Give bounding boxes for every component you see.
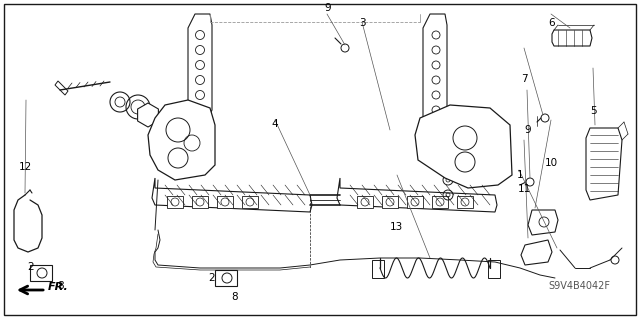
Text: 11: 11 bbox=[518, 184, 531, 194]
Bar bbox=[372, 260, 384, 278]
Polygon shape bbox=[138, 103, 158, 127]
Bar bbox=[488, 260, 500, 278]
Text: 5: 5 bbox=[591, 106, 597, 116]
Polygon shape bbox=[148, 100, 215, 180]
Bar bbox=[432, 196, 448, 208]
Bar bbox=[242, 196, 258, 208]
Polygon shape bbox=[586, 128, 622, 200]
Bar bbox=[30, 265, 52, 281]
Text: 4: 4 bbox=[272, 119, 278, 130]
Text: 7: 7 bbox=[522, 74, 528, 84]
Text: 8: 8 bbox=[58, 280, 64, 291]
Polygon shape bbox=[521, 240, 552, 265]
Text: FR.: FR. bbox=[48, 282, 68, 292]
Polygon shape bbox=[188, 14, 212, 130]
Polygon shape bbox=[415, 105, 512, 188]
Bar bbox=[217, 196, 233, 208]
Text: 13: 13 bbox=[390, 222, 403, 232]
Polygon shape bbox=[528, 210, 558, 235]
Polygon shape bbox=[552, 30, 592, 46]
Text: 9: 9 bbox=[524, 125, 531, 135]
Polygon shape bbox=[337, 178, 497, 212]
Text: 9: 9 bbox=[324, 3, 331, 13]
Text: 10: 10 bbox=[545, 158, 558, 168]
Text: 8: 8 bbox=[232, 292, 238, 302]
Text: 3: 3 bbox=[360, 18, 366, 28]
Text: 1: 1 bbox=[516, 170, 523, 180]
Bar bbox=[215, 270, 237, 286]
Bar bbox=[357, 196, 373, 208]
Text: 2: 2 bbox=[28, 262, 34, 272]
Polygon shape bbox=[55, 81, 68, 95]
Bar bbox=[167, 196, 183, 208]
Polygon shape bbox=[152, 178, 312, 212]
Text: 2: 2 bbox=[208, 273, 214, 283]
Bar bbox=[457, 196, 473, 208]
Text: 6: 6 bbox=[548, 18, 555, 28]
Bar bbox=[382, 196, 398, 208]
Text: S9V4B4042F: S9V4B4042F bbox=[548, 280, 610, 291]
Text: 12: 12 bbox=[19, 161, 32, 172]
Polygon shape bbox=[423, 14, 447, 140]
Bar bbox=[407, 196, 423, 208]
Bar bbox=[192, 196, 208, 208]
